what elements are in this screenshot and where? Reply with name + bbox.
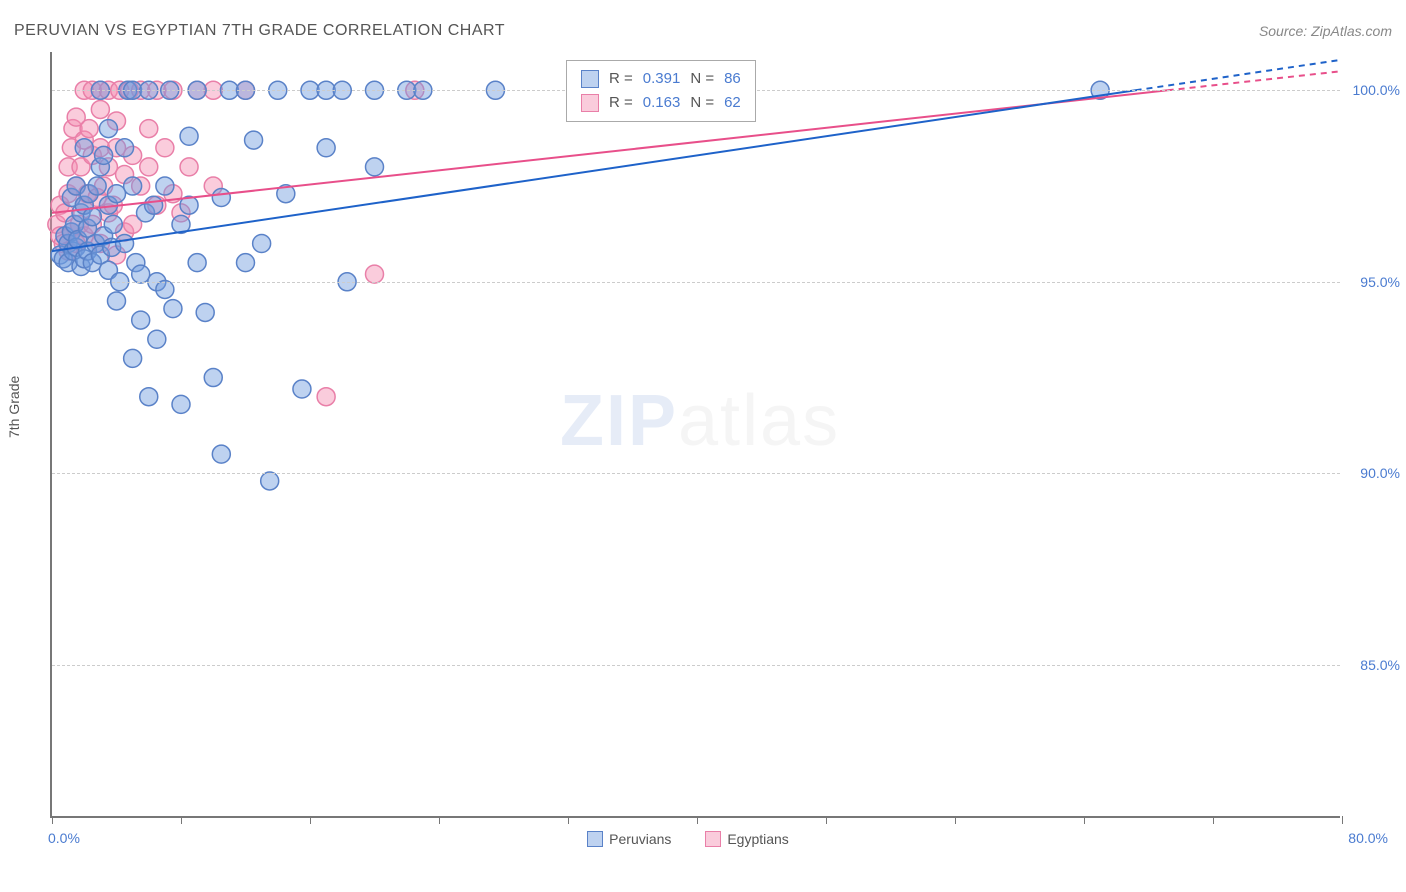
data-point: [366, 158, 384, 176]
r-value-peruvians: 0.391: [643, 67, 681, 91]
data-point: [172, 395, 190, 413]
data-point: [366, 265, 384, 283]
data-point: [83, 208, 101, 226]
y-axis-title: 7th Grade: [6, 376, 22, 438]
chart-svg: [52, 52, 1340, 816]
x-tick: [568, 816, 569, 824]
data-point: [145, 196, 163, 214]
data-point: [108, 292, 126, 310]
data-point: [164, 300, 182, 318]
x-tick: [955, 816, 956, 824]
data-point: [148, 330, 166, 348]
y-tick-label: 90.0%: [1360, 465, 1400, 481]
x-tick: [52, 816, 53, 824]
data-point: [245, 131, 263, 149]
data-point: [75, 139, 93, 157]
data-point: [80, 120, 98, 138]
data-point: [204, 369, 222, 387]
data-point: [99, 120, 117, 138]
title-bar: PERUVIAN VS EGYPTIAN 7TH GRADE CORRELATI…: [14, 20, 1392, 42]
x-tick: [439, 816, 440, 824]
stat-swatch-peruvians: [581, 70, 599, 88]
data-point: [156, 139, 174, 157]
grid-line: [52, 282, 1340, 283]
data-point: [140, 388, 158, 406]
data-point: [180, 127, 198, 145]
data-point: [124, 177, 142, 195]
y-tick-label: 95.0%: [1360, 274, 1400, 290]
grid-line: [52, 473, 1340, 474]
data-point: [108, 185, 126, 203]
data-point: [212, 445, 230, 463]
x-tick: [181, 816, 182, 824]
grid-line: [52, 665, 1340, 666]
data-point: [317, 139, 335, 157]
data-point: [116, 139, 134, 157]
legend-swatch-peruvians: [587, 831, 603, 847]
plot-area: 85.0%90.0%95.0%100.0%: [50, 52, 1340, 818]
data-point: [317, 388, 335, 406]
data-point: [253, 235, 271, 253]
data-point: [212, 189, 230, 207]
y-tick-label: 85.0%: [1360, 657, 1400, 673]
data-point: [293, 380, 311, 398]
data-point: [237, 254, 255, 272]
x-tick: [826, 816, 827, 824]
data-point: [140, 158, 158, 176]
r-value-egyptians: 0.163: [643, 91, 681, 115]
n-value-egyptians: 62: [724, 91, 741, 115]
data-point: [261, 472, 279, 490]
data-point: [196, 303, 214, 321]
data-point: [116, 235, 134, 253]
data-point: [180, 158, 198, 176]
chart-container: { "title": "PERUVIAN VS EGYPTIAN 7TH GRA…: [0, 0, 1406, 892]
correlation-stat-box: R = 0.391 N = 86 R = 0.163 N = 62: [566, 60, 756, 122]
x-tick: [1213, 816, 1214, 824]
legend-label-peruvians: Peruvians: [609, 831, 671, 847]
data-point: [156, 280, 174, 298]
data-point: [132, 265, 150, 283]
stat-row-peruvians: R = 0.391 N = 86: [581, 67, 741, 91]
x-tick: [1342, 816, 1343, 824]
stat-swatch-egyptians: [581, 94, 599, 112]
data-point: [188, 254, 206, 272]
bottom-legend: Peruvians Egyptians: [0, 830, 1406, 847]
data-point: [132, 311, 150, 329]
legend-label-egyptians: Egyptians: [727, 831, 788, 847]
y-tick-label: 100.0%: [1353, 82, 1400, 98]
source-label: Source: ZipAtlas.com: [1259, 23, 1392, 39]
data-point: [156, 177, 174, 195]
stat-row-egyptians: R = 0.163 N = 62: [581, 91, 741, 115]
x-tick: [697, 816, 698, 824]
data-point: [104, 215, 122, 233]
chart-title: PERUVIAN VS EGYPTIAN 7TH GRADE CORRELATI…: [14, 22, 505, 40]
data-point: [91, 100, 109, 118]
x-tick: [310, 816, 311, 824]
data-point: [140, 120, 158, 138]
data-point: [124, 349, 142, 367]
legend-swatch-egyptians: [705, 831, 721, 847]
x-tick: [1084, 816, 1085, 824]
data-point: [88, 177, 106, 195]
n-value-peruvians: 86: [724, 67, 741, 91]
data-point: [95, 146, 113, 164]
